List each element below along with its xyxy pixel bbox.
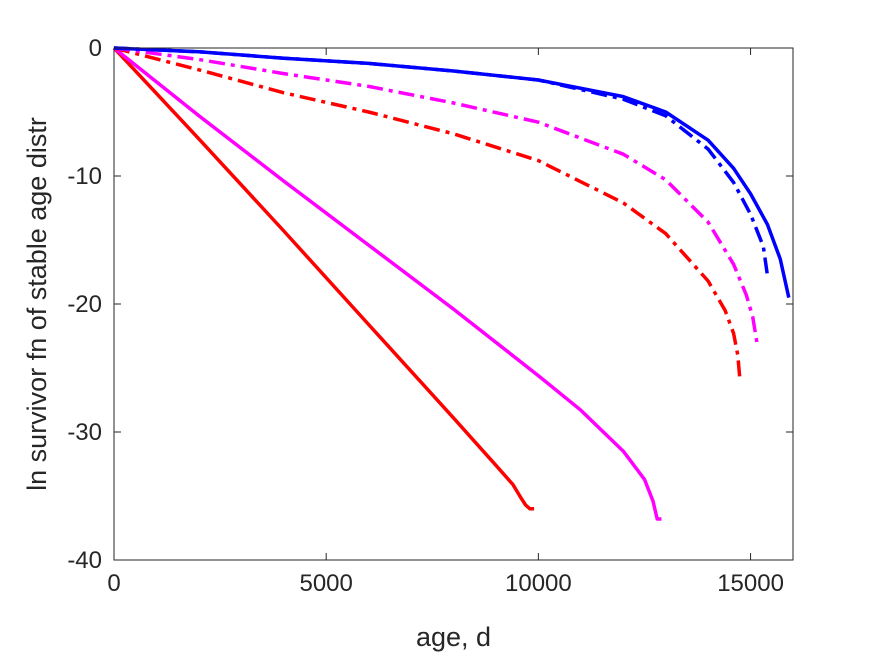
y-tick-label: -40 — [67, 547, 102, 574]
series-line-6 — [113, 46, 791, 298]
tick-layer: 0 5000 10000 15000 0 -10 -20 -30 -40 — [67, 35, 793, 597]
y-tick-label: -30 — [67, 419, 102, 446]
x-tick-label: 15000 — [717, 570, 784, 597]
plot-area — [114, 48, 793, 560]
x-axis-label: age, d — [416, 622, 491, 652]
x-tick-label: 5000 — [299, 570, 352, 597]
series-line-4 — [113, 46, 759, 343]
y-tick-label: -10 — [67, 163, 102, 190]
series-line-1 — [112, 46, 535, 511]
series-line-3 — [113, 46, 742, 381]
x-tick-label: 0 — [107, 570, 120, 597]
series-line-2 — [112, 46, 662, 521]
series-layer — [112, 46, 791, 521]
y-tick-label: -20 — [67, 291, 102, 318]
x-tick-label: 10000 — [505, 570, 572, 597]
y-tick-label: 0 — [89, 35, 102, 62]
y-axis-label: ln survivor fn of stable age distr — [22, 117, 52, 491]
